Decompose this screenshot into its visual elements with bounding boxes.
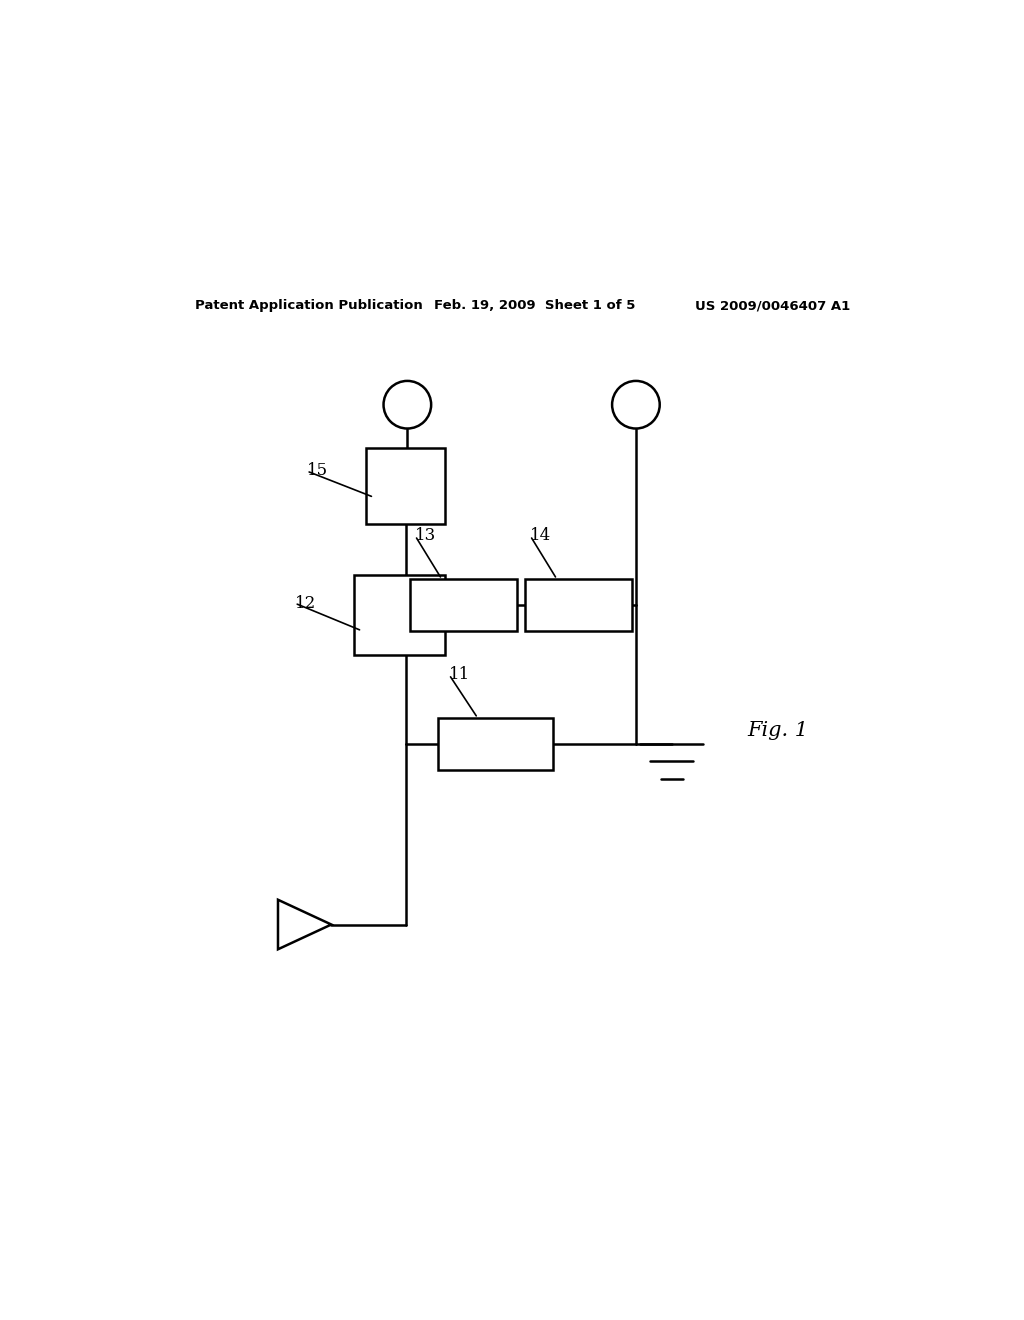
Bar — [437, 718, 553, 770]
Bar — [354, 576, 445, 655]
Circle shape — [384, 381, 431, 429]
Text: US 2009/0046407 A1: US 2009/0046407 A1 — [695, 300, 851, 312]
Text: 15: 15 — [306, 462, 328, 479]
Bar — [367, 449, 445, 524]
Text: 12: 12 — [295, 594, 316, 611]
Bar — [524, 579, 632, 631]
Text: Patent Application Publication: Patent Application Publication — [196, 300, 423, 312]
Bar — [410, 579, 517, 631]
Text: Feb. 19, 2009  Sheet 1 of 5: Feb. 19, 2009 Sheet 1 of 5 — [433, 300, 635, 312]
Text: Fig. 1: Fig. 1 — [748, 721, 808, 739]
Text: 14: 14 — [530, 527, 551, 544]
Text: 11: 11 — [449, 667, 470, 682]
Text: 13: 13 — [415, 527, 436, 544]
Polygon shape — [278, 900, 332, 949]
Circle shape — [612, 381, 659, 429]
